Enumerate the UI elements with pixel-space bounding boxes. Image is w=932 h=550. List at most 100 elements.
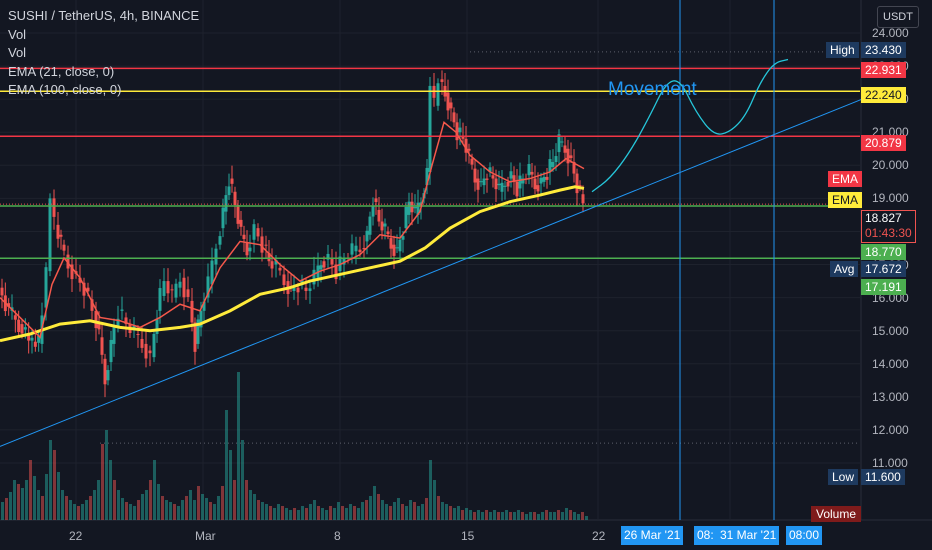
volume-bar: [101, 444, 104, 520]
volume-bar: [89, 496, 92, 520]
legend-volume-1[interactable]: Vol: [8, 26, 27, 42]
yellow-level-tag: 22.240: [861, 87, 906, 103]
candle-body: [178, 281, 182, 288]
candle-body: [292, 287, 296, 291]
high-price-tag: 23.430: [861, 42, 906, 58]
candle-body: [112, 327, 116, 344]
candle-body: [371, 206, 375, 217]
candle-body: [485, 178, 489, 180]
crosshair-time-2: 08:00: [786, 526, 823, 545]
movement-annotation[interactable]: Movement: [608, 79, 697, 100]
volume-bar: [305, 508, 308, 520]
ema21-tag: EMA: [828, 171, 863, 187]
candle-body: [386, 231, 390, 235]
volume-bar: [569, 510, 572, 520]
legend-ema-100[interactable]: EMA (100, close, 0): [8, 82, 122, 97]
legend-ema-21[interactable]: EMA (21, close, 0): [8, 63, 115, 79]
candle-body: [278, 267, 282, 271]
volume-bar: [173, 504, 176, 520]
volume-bar: [5, 498, 8, 520]
candle-body: [440, 79, 444, 82]
candle-body: [527, 163, 531, 176]
candle-body: [202, 301, 206, 311]
candle-body: [467, 148, 471, 151]
volume-bar: [369, 496, 372, 520]
volume-bar: [17, 484, 20, 520]
candle-body: [395, 247, 399, 249]
volume-bar: [81, 504, 84, 520]
candle-body: [116, 318, 120, 328]
candle-body: [82, 282, 86, 296]
candle-body: [494, 178, 498, 190]
volume-bar: [37, 490, 40, 520]
volume-bar: [161, 496, 164, 520]
volume-bar: [169, 502, 172, 520]
candle-body: [497, 183, 501, 186]
candle-body: [380, 221, 384, 231]
volume-bar: [533, 512, 536, 520]
volume-bar: [409, 500, 412, 520]
candle-body: [470, 158, 474, 165]
candle-body: [383, 223, 387, 227]
volume-bar: [69, 500, 72, 520]
candle-body: [90, 299, 94, 311]
candle-body: [103, 358, 107, 385]
volume-bar: [345, 508, 348, 520]
candle-body: [512, 175, 516, 182]
volume-bar: [1, 502, 4, 520]
volume-bar: [189, 490, 192, 520]
candle-body: [436, 83, 440, 106]
volume-bar: [273, 508, 276, 520]
volume-bar: [261, 502, 264, 520]
candle-body: [296, 287, 300, 293]
volume-bar: [377, 494, 380, 520]
candle-body: [27, 335, 31, 341]
volume-bar: [105, 430, 108, 520]
volume-bar: [517, 510, 520, 520]
candle-body: [170, 289, 174, 291]
candle-body: [59, 234, 63, 237]
low-price-tag: 11.600: [861, 469, 905, 485]
candle-body: [62, 244, 66, 251]
candle-body: [342, 257, 346, 265]
volume-bar: [389, 506, 392, 520]
volume-bar: [221, 486, 224, 520]
volume-bar: [425, 498, 428, 520]
candle-body: [530, 171, 534, 175]
low-label-tag: Low: [828, 469, 859, 485]
volume-bar: [249, 490, 252, 520]
volume-bar: [45, 474, 48, 520]
candle-body: [506, 181, 510, 187]
crosshair-date-1: 26 Mar '21: [621, 526, 684, 545]
ascending-trendline: [0, 98, 863, 447]
candle-body: [398, 239, 402, 252]
candle-body: [319, 265, 323, 270]
volume-bar: [405, 506, 408, 520]
crosshair-time-1: 08:: [694, 526, 717, 545]
volume-bar: [113, 480, 116, 520]
volume-bar: [557, 510, 560, 520]
volume-bar: [109, 460, 112, 520]
x-tick-8: 8: [334, 529, 341, 543]
candle-body: [260, 236, 264, 253]
volume-bar: [57, 472, 60, 520]
volume-bar: [357, 508, 360, 520]
volume-bar: [433, 480, 436, 520]
volume-bar: [553, 512, 556, 520]
volume-bar: [313, 500, 316, 520]
currency-button[interactable]: USDT: [877, 6, 919, 28]
candle-body: [413, 206, 417, 209]
volume-bar: [77, 506, 80, 520]
candle-body: [152, 334, 156, 358]
candle-body: [193, 322, 197, 352]
candle-body: [256, 228, 260, 237]
candle-body: [326, 253, 330, 260]
support-tag-2: 17.191: [861, 279, 906, 295]
legend-volume-2[interactable]: Vol: [8, 45, 27, 60]
volume-bar: [277, 504, 280, 520]
candle-body: [392, 244, 396, 256]
volume-bar: [197, 486, 200, 520]
volume-bar: [529, 512, 532, 520]
candle-body: [536, 185, 540, 192]
